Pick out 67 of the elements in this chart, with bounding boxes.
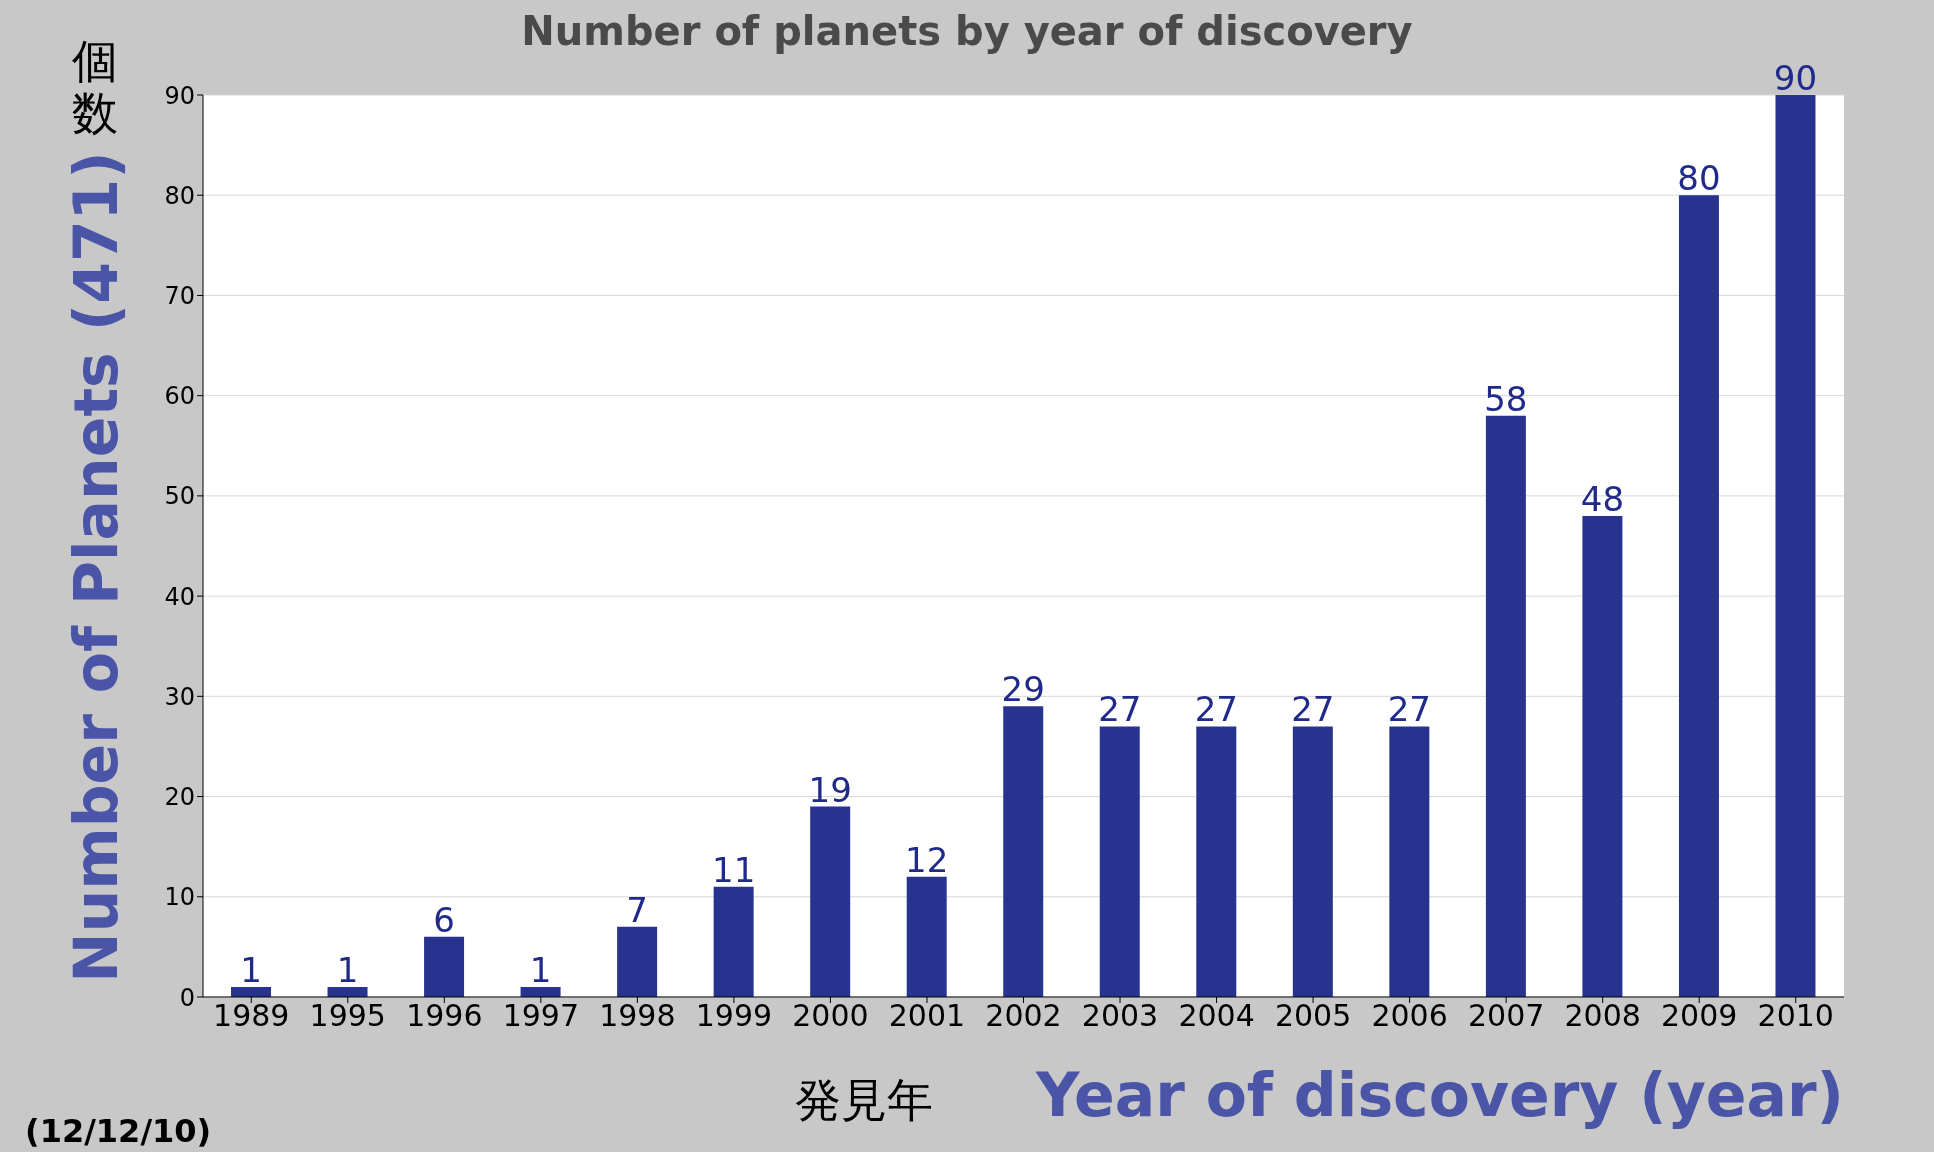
x-tick-label: 1999 [695, 998, 773, 1034]
y-tick-label: 90 [164, 81, 195, 110]
text: 発見年 [795, 1072, 933, 1129]
y-axis-title: Number of Planets (471) [61, 151, 131, 983]
bar [327, 986, 368, 997]
x-tick-label: 2005 [1274, 998, 1352, 1034]
data-label: 58 [1484, 378, 1528, 419]
bar [1485, 415, 1526, 997]
x-tick-label: 2010 [1757, 998, 1834, 1034]
x-tick-label: 2002 [985, 998, 1062, 1034]
data-label: 27 [1387, 689, 1431, 730]
data-label: 90 [1773, 58, 1818, 98]
y-tick-label: 20 [164, 783, 195, 812]
x-tick-label: 1996 [406, 998, 483, 1034]
data-label: 80 [1677, 158, 1721, 199]
data-label: 6 [433, 899, 455, 940]
y-tick-label: 50 [164, 482, 195, 511]
data-label: 11 [712, 849, 756, 890]
bar [424, 936, 465, 997]
x-axis-title: Year of discovery (year) [1036, 1060, 1844, 1130]
x-tick-label: 2003 [1081, 998, 1159, 1034]
x-tick-label: 1989 [213, 998, 290, 1034]
y-tick-label: 80 [164, 181, 195, 210]
y-tick-label: 30 [164, 682, 195, 711]
data-label: 27 [1098, 689, 1142, 730]
x-tick-label: 2004 [1178, 998, 1255, 1034]
bar [520, 986, 561, 997]
bar [1678, 195, 1719, 997]
data-label: 7 [626, 889, 648, 930]
data-label: 1 [529, 949, 552, 990]
bar [1775, 95, 1816, 997]
bar [1003, 706, 1044, 997]
data-label: 29 [1001, 669, 1045, 710]
bar [1389, 726, 1430, 997]
text: (12/12/10) [25, 1112, 212, 1150]
chart-title: Number of planets by year of discovery [521, 8, 1413, 54]
bar [1292, 726, 1333, 997]
bar [810, 806, 851, 997]
data-label: 1 [336, 949, 359, 990]
x-tick-label: 2007 [1467, 998, 1545, 1034]
data-label: 48 [1580, 478, 1625, 519]
x-tick-label: 2000 [792, 998, 869, 1034]
x-tick-label: 2008 [1564, 998, 1641, 1034]
data-label: 27 [1194, 689, 1238, 730]
bar [1099, 726, 1140, 997]
x-tick-label: 1997 [502, 998, 580, 1034]
x-tick-label: 2006 [1371, 998, 1448, 1034]
y-tick-label: 0 [179, 983, 195, 1012]
x-tick-label: 2009 [1661, 998, 1738, 1034]
data-label: 27 [1291, 689, 1335, 730]
bar [231, 986, 271, 997]
data-label: 19 [808, 769, 852, 810]
x-tick-label: 2001 [888, 998, 966, 1034]
y-tick-label: 40 [164, 582, 195, 611]
y-tick-label: 60 [164, 382, 195, 411]
bar [617, 926, 658, 997]
text: 個数 [72, 34, 119, 140]
bar [1196, 726, 1237, 997]
data-label: 12 [905, 839, 949, 880]
bar [906, 876, 947, 997]
y-tick-label: 10 [164, 883, 195, 912]
bar [1582, 515, 1623, 997]
data-label: 1 [240, 949, 262, 990]
x-tick-label: 1995 [309, 998, 386, 1034]
bar [713, 886, 754, 997]
x-tick-label: 1998 [599, 998, 676, 1034]
y-tick-label: 70 [164, 281, 195, 310]
